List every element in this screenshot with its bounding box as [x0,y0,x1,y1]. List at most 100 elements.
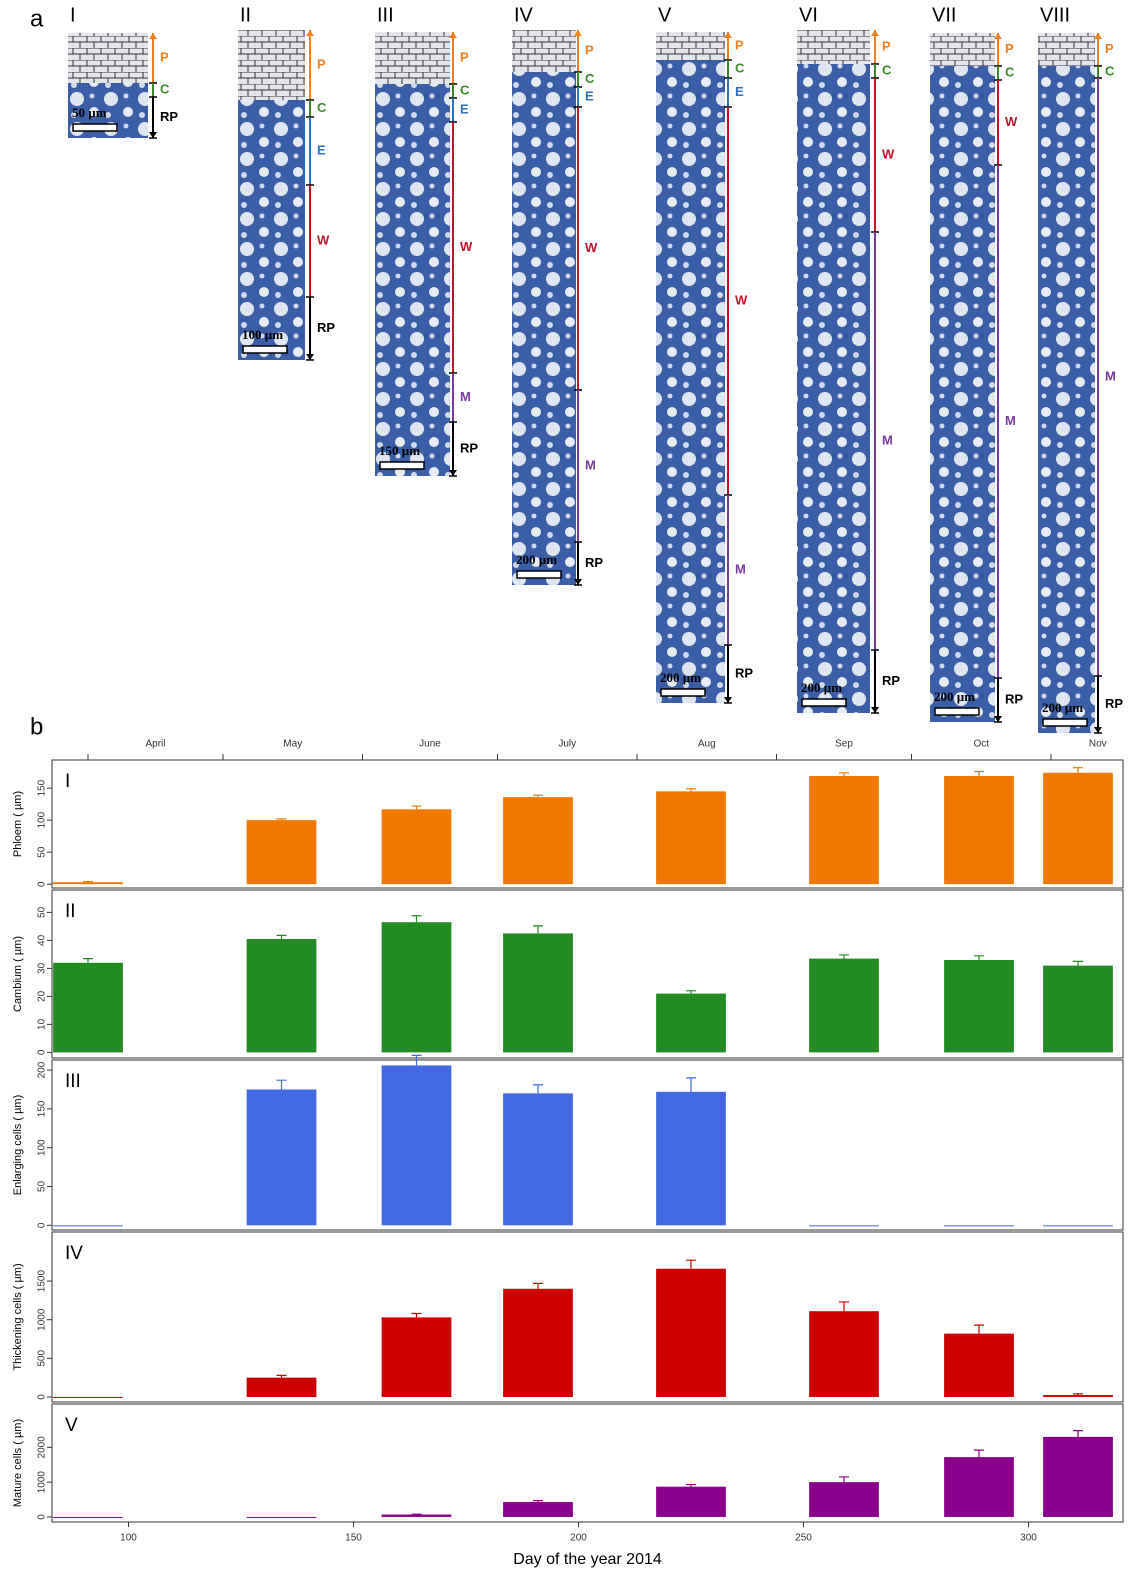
arrow-head [994,33,1002,39]
zone-label: M [1005,413,1016,428]
error-bar [1073,1430,1083,1437]
error-bar [533,1084,543,1094]
panel-label: a [30,5,44,32]
phloem-region [930,33,995,66]
error-bar [533,1499,543,1502]
phloem-region [68,33,148,83]
zone-label: RP [460,440,478,455]
error-bar [276,934,287,939]
zone-label: RP [882,673,900,688]
arrow-head [1094,33,1102,39]
x-tick-label: 100 [120,1533,137,1544]
bar [944,776,1014,885]
bar [1043,1225,1113,1227]
error-bar [974,955,984,960]
bar [53,1396,123,1398]
y-axis-label: Enlarging cells ( µm) [12,1095,24,1195]
bar [656,1486,726,1517]
month-label: Oct [973,739,989,750]
zone-label: P [317,56,326,71]
phloem-region [656,32,725,60]
y-tick-label: 0 [37,1222,48,1228]
arrow-head [149,33,157,39]
phloem-region [238,30,305,100]
y-tick-label: 1000 [37,1308,48,1331]
y-tick-label: 0 [37,1049,48,1055]
month-label: April [145,739,165,750]
bar [503,933,573,1053]
error-bar [411,1312,422,1318]
zone-label: W [882,146,895,161]
zone-label: M [460,389,471,404]
arrow-head [449,32,457,38]
zone-label: RP [1005,691,1023,706]
bar [53,962,123,1053]
bar [656,1268,726,1397]
error-bar [533,925,543,934]
bar [944,1333,1014,1397]
micrograph-label: VIII [1040,4,1070,26]
arrow-head [306,354,314,360]
arrow-head [306,30,314,36]
arrow-head [449,470,457,476]
zone-label: C [1105,63,1115,78]
y-axis-label: Phloem ( µm) [12,791,24,857]
bar [503,1093,573,1226]
scale-bar [934,707,980,716]
x-tick-label: 150 [345,1533,362,1544]
zone-label: M [585,457,596,472]
phloem-region [512,30,576,72]
error-bar [411,805,422,810]
error-bar [839,1476,849,1483]
phloem-region [375,32,450,84]
zone-label: P [1005,41,1014,56]
plot-frame [51,1059,1124,1231]
zone-label: C [585,71,595,86]
error-bar [83,881,93,883]
zone-label: C [317,100,327,115]
zone-label: RP [317,320,335,335]
error-bar [686,1259,696,1269]
zone-label: P [585,42,594,57]
bar [1043,772,1113,885]
bar [944,1225,1014,1227]
micrograph [1038,33,1095,733]
arrow-head [724,32,732,38]
panel-label: b [30,713,43,740]
zone-label: P [1105,41,1114,56]
x-tick-label: 300 [1020,1533,1037,1544]
zone-label: W [460,239,473,254]
bar [1043,965,1113,1053]
error-bar [276,1079,287,1090]
panel-number: I [65,771,70,792]
bar [53,882,123,885]
zone-label: E [460,101,469,116]
bar [381,1514,452,1517]
bar [1043,1395,1113,1397]
bar [246,820,317,885]
zone-label: P [882,38,891,53]
plot-frame [51,1231,1124,1403]
error-bar [839,1301,849,1312]
arrow-head [994,716,1002,722]
zone-label: C [735,60,745,75]
y-tick-label: 50 [37,906,48,918]
scale-bar-label: 200 µm [801,680,842,695]
bar [809,1482,879,1517]
bar [53,1225,123,1227]
zone-label: C [460,82,470,97]
micrograph-label: I [70,4,76,26]
y-tick-label: 10 [37,1018,48,1030]
micrograph [375,32,450,476]
y-tick-label: 100 [37,811,48,828]
scale-bar-label: 150 µm [379,443,420,458]
phloem-region [797,30,870,64]
y-tick-label: 40 [37,934,48,946]
bar [503,1501,573,1517]
error-bar [839,954,849,959]
arrow-head [724,697,732,703]
bar [246,1377,317,1397]
y-axis-label: Mature cells ( µm) [12,1419,24,1507]
arrow-head [574,30,582,36]
